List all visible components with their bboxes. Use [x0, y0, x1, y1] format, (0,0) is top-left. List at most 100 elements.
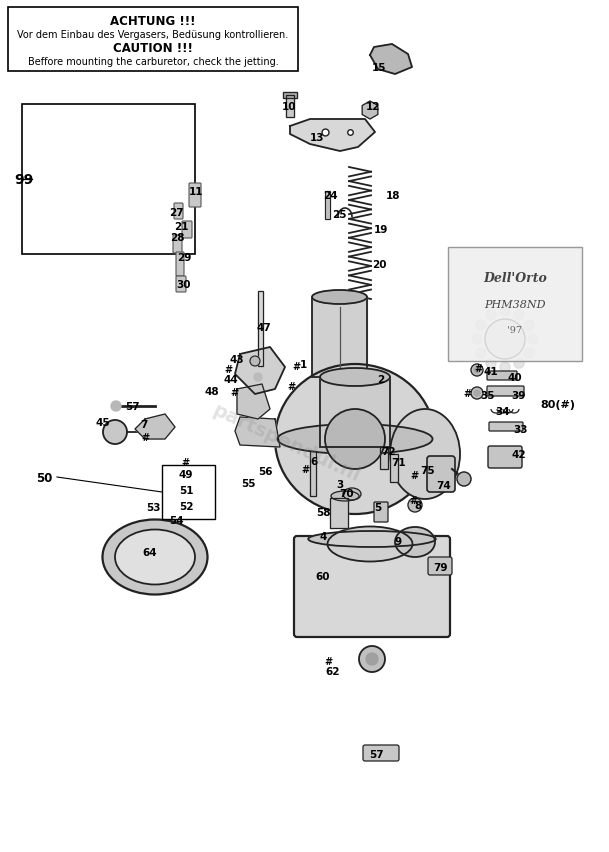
Bar: [310, 452, 316, 497]
Ellipse shape: [102, 520, 208, 595]
Text: #: #: [287, 382, 295, 392]
Text: #: #: [409, 495, 417, 505]
FancyBboxPatch shape: [428, 557, 452, 575]
FancyBboxPatch shape: [487, 387, 524, 396]
Text: 21: 21: [174, 222, 188, 232]
Text: 9: 9: [395, 537, 401, 546]
FancyBboxPatch shape: [374, 503, 388, 522]
Circle shape: [486, 310, 496, 320]
Circle shape: [471, 365, 483, 377]
Bar: [380, 447, 388, 469]
Text: 74: 74: [437, 481, 451, 491]
Circle shape: [474, 390, 480, 396]
Text: 3: 3: [336, 480, 343, 489]
Text: 57: 57: [368, 749, 383, 759]
Bar: [320, 377, 390, 447]
FancyBboxPatch shape: [176, 253, 184, 277]
Text: 18: 18: [385, 191, 400, 201]
Text: ACHTUNG !!!: ACHTUNG !!!: [110, 14, 195, 27]
Text: 5: 5: [375, 503, 382, 512]
Text: Dell'Orto: Dell'Orto: [483, 271, 547, 285]
Text: 56: 56: [258, 466, 272, 476]
Circle shape: [476, 348, 486, 359]
Circle shape: [514, 310, 524, 320]
Circle shape: [471, 388, 483, 400]
Text: 2: 2: [378, 375, 385, 384]
Circle shape: [408, 498, 422, 512]
Polygon shape: [135, 415, 175, 440]
Bar: [330, 498, 348, 528]
Text: 99: 99: [14, 173, 33, 187]
FancyBboxPatch shape: [189, 184, 201, 208]
Circle shape: [103, 421, 127, 445]
Text: 49: 49: [179, 469, 193, 480]
Text: 44: 44: [224, 375, 238, 384]
Bar: [320, 377, 390, 447]
Text: 15: 15: [371, 63, 386, 73]
Text: 75: 75: [421, 465, 435, 475]
Text: PHM38ND: PHM38ND: [484, 300, 546, 309]
Text: 10: 10: [282, 102, 296, 112]
Ellipse shape: [390, 410, 460, 499]
Text: 13: 13: [310, 133, 324, 143]
Text: 11: 11: [189, 187, 203, 197]
Text: 60: 60: [315, 572, 330, 581]
Circle shape: [524, 320, 534, 331]
Bar: [8, 8, 298, 72]
Text: 4: 4: [319, 532, 326, 541]
Text: 64: 64: [143, 547, 157, 557]
Ellipse shape: [278, 424, 432, 454]
Text: Vor dem Einbau des Vergasers, Bedüsung kontrollieren.: Vor dem Einbau des Vergasers, Bedüsung k…: [18, 30, 289, 40]
Text: 72: 72: [382, 446, 396, 457]
Text: 19: 19: [374, 225, 388, 234]
Bar: [325, 192, 330, 220]
Text: 20: 20: [371, 260, 386, 270]
Text: 71: 71: [392, 458, 406, 468]
Polygon shape: [237, 384, 270, 419]
Bar: [310, 452, 316, 497]
Ellipse shape: [328, 527, 412, 561]
Bar: [312, 297, 367, 377]
Text: 52: 52: [179, 502, 193, 511]
Ellipse shape: [457, 473, 471, 486]
Text: #: #: [141, 433, 149, 442]
Text: #: #: [324, 656, 332, 666]
Text: 35: 35: [481, 390, 495, 400]
Ellipse shape: [331, 492, 359, 502]
Circle shape: [500, 307, 510, 317]
Bar: [286, 96, 294, 118]
Circle shape: [476, 320, 486, 331]
Polygon shape: [235, 417, 280, 447]
Text: #: #: [181, 458, 189, 468]
Text: #: #: [292, 361, 300, 371]
Text: #: #: [230, 388, 238, 398]
Text: 53: 53: [146, 503, 160, 512]
FancyBboxPatch shape: [294, 537, 450, 637]
Text: 24: 24: [323, 191, 337, 201]
Circle shape: [500, 363, 510, 372]
Text: #: #: [224, 365, 232, 375]
Ellipse shape: [275, 365, 435, 515]
Text: 80(#): 80(#): [541, 400, 576, 410]
Text: #: #: [410, 470, 418, 481]
Ellipse shape: [312, 291, 367, 305]
Text: 7: 7: [140, 419, 148, 429]
Circle shape: [111, 401, 121, 412]
Text: 27: 27: [169, 208, 183, 218]
Bar: [283, 93, 297, 99]
Text: 47: 47: [256, 323, 272, 332]
Text: 39: 39: [512, 390, 526, 400]
Circle shape: [250, 357, 260, 366]
Bar: [390, 454, 398, 482]
Text: 48: 48: [205, 387, 219, 396]
Text: 8: 8: [414, 500, 421, 510]
Text: CAUTION !!!: CAUTION !!!: [113, 42, 193, 55]
Text: 40: 40: [508, 372, 523, 383]
Bar: [258, 291, 263, 366]
Text: 1: 1: [300, 360, 306, 370]
FancyBboxPatch shape: [487, 371, 517, 381]
Text: 30: 30: [177, 279, 191, 290]
Bar: [162, 465, 215, 520]
Polygon shape: [370, 45, 412, 75]
Text: 42: 42: [512, 450, 526, 459]
